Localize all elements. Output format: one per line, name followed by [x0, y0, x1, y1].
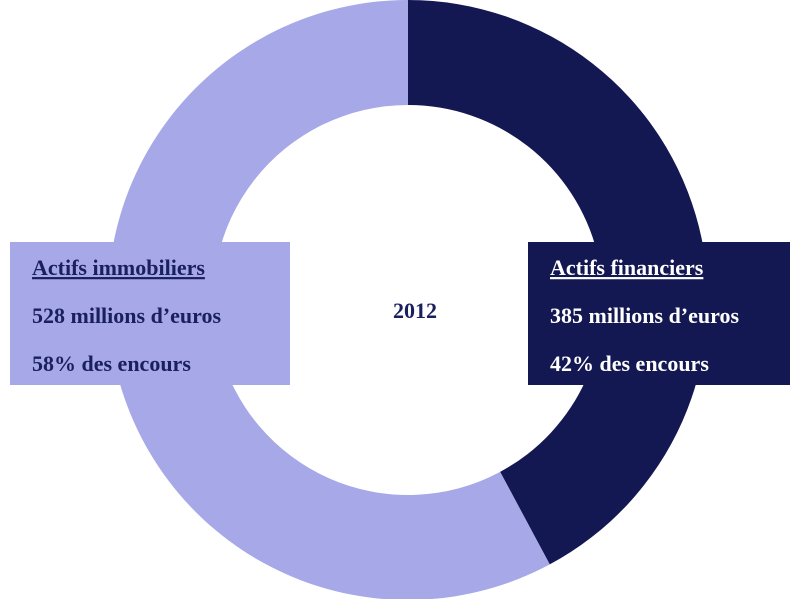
label-box [528, 242, 790, 385]
share-label: 42% des encours [550, 351, 709, 376]
category-label: Actifs immobiliers [32, 255, 205, 280]
center-label: 2012 [393, 298, 437, 323]
donut-segment [108, 0, 550, 599]
donut-segment [408, 0, 709, 565]
value-label: 528 millions d’euros [32, 303, 222, 328]
label-box [10, 242, 290, 385]
category-label: Actifs financiers [550, 255, 704, 280]
value-label: 385 millions d’euros [550, 303, 740, 328]
share-label: 58% des encours [32, 351, 191, 376]
